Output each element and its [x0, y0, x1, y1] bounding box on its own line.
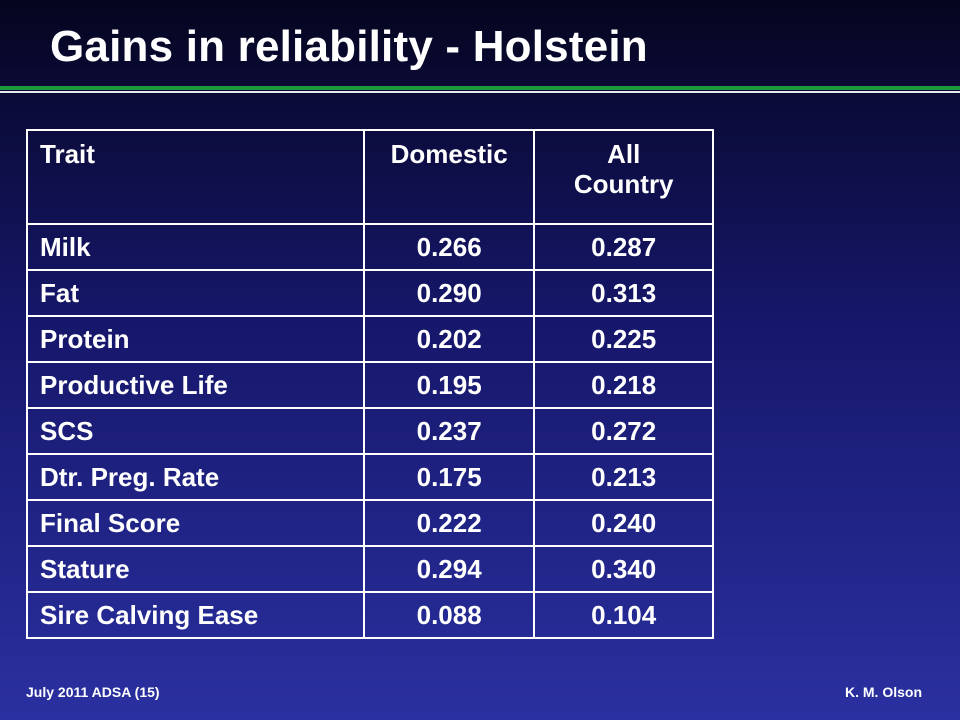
cell-domestic: 0.195	[362, 361, 536, 409]
title-divider-white	[0, 91, 960, 93]
cell-all-country: 0.225	[533, 315, 714, 363]
table-row: Fat 0.290 0.313	[26, 269, 714, 317]
cell-all-country: 0.213	[533, 453, 714, 501]
table-row: Protein 0.202 0.225	[26, 315, 714, 363]
slide-title: Gains in reliability - Holstein	[50, 22, 648, 71]
table-row: Dtr. Preg. Rate 0.175 0.213	[26, 453, 714, 501]
cell-trait: SCS	[26, 407, 365, 455]
header-trait: Trait	[26, 129, 365, 225]
table-row: Milk 0.266 0.287	[26, 223, 714, 271]
cell-domestic: 0.088	[362, 591, 536, 639]
cell-all-country: 0.287	[533, 223, 714, 271]
cell-domestic: 0.266	[362, 223, 536, 271]
cell-domestic: 0.237	[362, 407, 536, 455]
header-all-line2: Country	[573, 169, 674, 199]
table-row: Stature 0.294 0.340	[26, 545, 714, 593]
table-row: Final Score 0.222 0.240	[26, 499, 714, 547]
footer-author: K. M. Olson	[845, 684, 922, 700]
cell-all-country: 0.340	[533, 545, 714, 593]
cell-trait: Dtr. Preg. Rate	[26, 453, 365, 501]
table-row: Sire Calving Ease 0.088 0.104	[26, 591, 714, 639]
cell-domestic: 0.290	[362, 269, 536, 317]
cell-all-country: 0.240	[533, 499, 714, 547]
cell-all-country: 0.313	[533, 269, 714, 317]
cell-domestic: 0.222	[362, 499, 536, 547]
cell-trait: Final Score	[26, 499, 365, 547]
cell-all-country: 0.272	[533, 407, 714, 455]
cell-trait: Fat	[26, 269, 365, 317]
table-header-row: Trait Domestic All Country	[26, 129, 714, 225]
cell-all-country: 0.218	[533, 361, 714, 409]
table-row: Productive Life 0.195 0.218	[26, 361, 714, 409]
cell-domestic: 0.294	[362, 545, 536, 593]
cell-domestic: 0.175	[362, 453, 536, 501]
cell-all-country: 0.104	[533, 591, 714, 639]
header-all-country: All Country	[533, 129, 714, 225]
header-all-line1: All	[607, 139, 641, 169]
header-domestic: Domestic	[362, 129, 536, 225]
cell-trait: Productive Life	[26, 361, 365, 409]
table-row: SCS 0.237 0.272	[26, 407, 714, 455]
cell-trait: Milk	[26, 223, 365, 271]
reliability-table: Trait Domestic All Country Milk 0.266 0.…	[26, 129, 714, 639]
footer-event: July 2011 ADSA (15)	[26, 684, 160, 700]
title-divider-green	[0, 86, 960, 90]
cell-domestic: 0.202	[362, 315, 536, 363]
cell-trait: Sire Calving Ease	[26, 591, 365, 639]
cell-trait: Stature	[26, 545, 365, 593]
cell-trait: Protein	[26, 315, 365, 363]
